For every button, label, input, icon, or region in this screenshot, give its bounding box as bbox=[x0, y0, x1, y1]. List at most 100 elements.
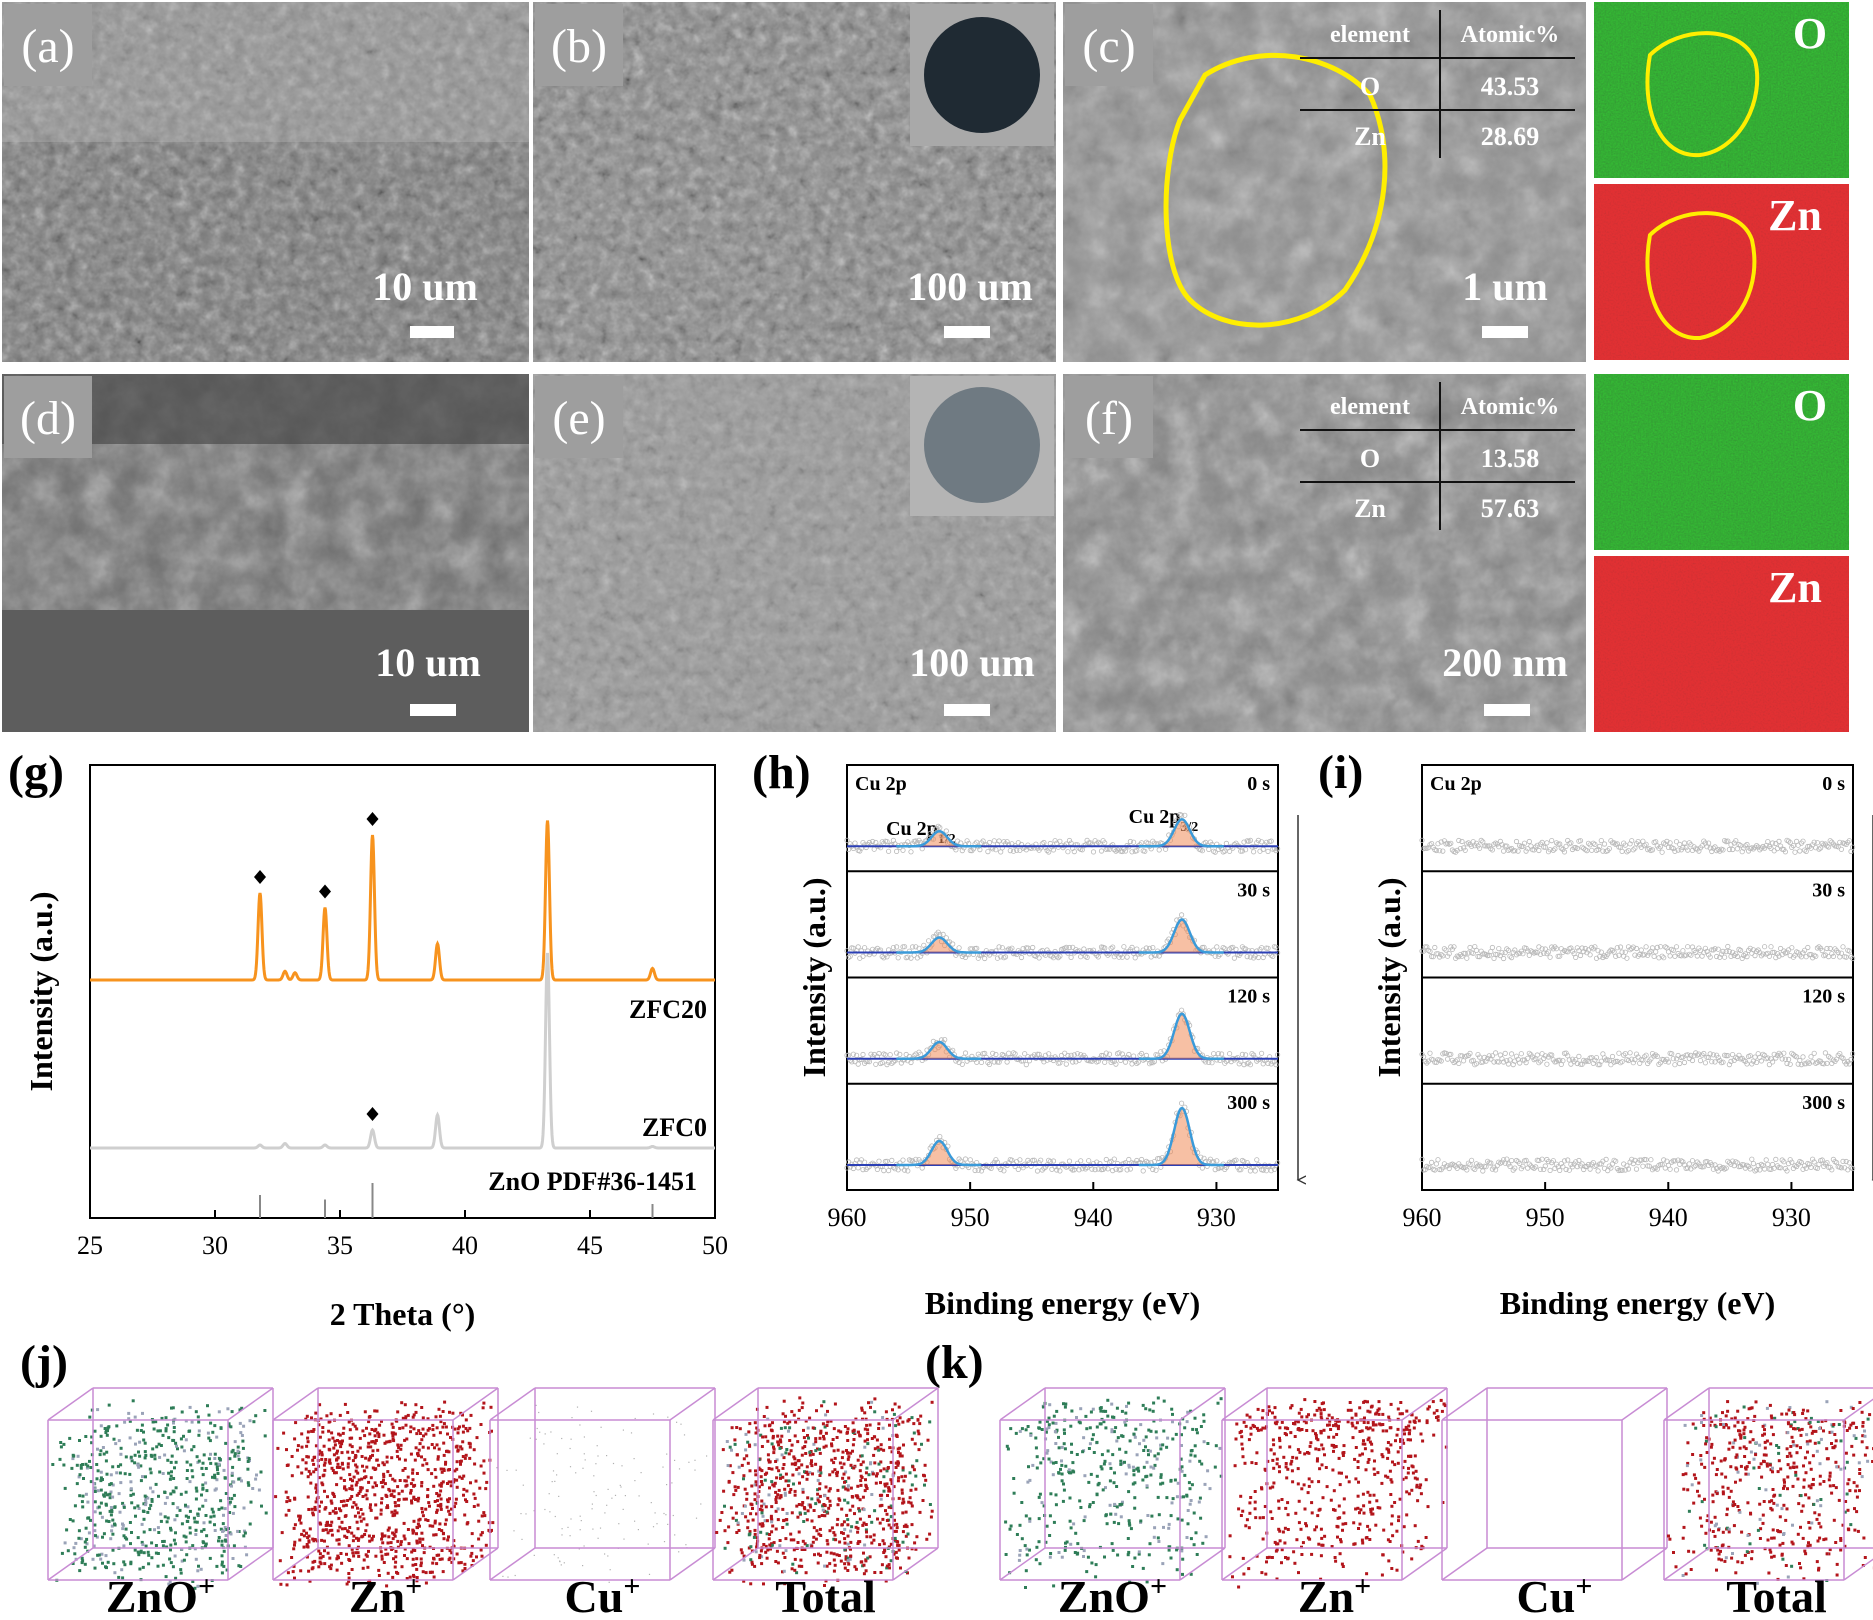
ion-voxel bbox=[774, 1460, 778, 1463]
data-point bbox=[1754, 842, 1760, 849]
ion-voxel bbox=[1026, 1425, 1030, 1428]
ion-voxel bbox=[285, 1500, 289, 1504]
ion-voxel bbox=[252, 1420, 256, 1424]
ion-voxel bbox=[895, 1540, 899, 1543]
ion-voxel bbox=[188, 1526, 192, 1530]
panel-d: (d) 10 um bbox=[2, 374, 529, 732]
ion-voxel bbox=[239, 1431, 243, 1435]
ion-voxel bbox=[158, 1455, 162, 1459]
ion-voxel bbox=[102, 1493, 106, 1497]
ion-voxel bbox=[747, 1430, 751, 1434]
ion-voxel bbox=[215, 1465, 219, 1469]
ion-voxel bbox=[776, 1440, 780, 1444]
data-point bbox=[1574, 1164, 1580, 1170]
data-point bbox=[1539, 946, 1545, 952]
ion-voxel bbox=[421, 1416, 425, 1420]
data-point bbox=[1553, 1059, 1560, 1065]
ion-voxel bbox=[561, 1528, 563, 1530]
ion-voxel bbox=[841, 1485, 845, 1489]
ion-voxel bbox=[371, 1466, 375, 1470]
ion-voxel bbox=[349, 1477, 352, 1481]
data-point bbox=[1646, 950, 1652, 956]
ion-voxel bbox=[104, 1554, 108, 1558]
ion-voxel bbox=[150, 1498, 154, 1501]
ion-voxel bbox=[285, 1464, 289, 1467]
ion-voxel bbox=[395, 1511, 399, 1515]
data-point bbox=[1050, 847, 1057, 853]
ion-voxel bbox=[394, 1530, 398, 1534]
ion-voxel bbox=[317, 1549, 321, 1553]
ion-voxel bbox=[184, 1514, 188, 1518]
ion-voxel bbox=[216, 1468, 219, 1472]
ion-voxel bbox=[426, 1494, 430, 1498]
data-point bbox=[1850, 1165, 1856, 1172]
ion-voxel bbox=[80, 1500, 84, 1504]
data-point bbox=[1576, 1053, 1582, 1060]
ion-voxel bbox=[335, 1451, 339, 1455]
ion-voxel bbox=[1085, 1570, 1089, 1574]
data-point bbox=[1497, 952, 1504, 959]
data-point bbox=[1750, 1161, 1757, 1167]
ion-voxel bbox=[754, 1469, 757, 1473]
ion-voxel bbox=[227, 1422, 231, 1426]
peak-fit bbox=[1138, 818, 1224, 848]
ion-voxel bbox=[411, 1563, 415, 1567]
ion-voxel bbox=[111, 1483, 115, 1487]
data-point bbox=[1523, 1157, 1529, 1164]
ion-voxel bbox=[409, 1491, 413, 1495]
ion-voxel bbox=[805, 1518, 809, 1522]
data-point bbox=[1445, 1056, 1451, 1062]
ion-voxel bbox=[468, 1445, 472, 1449]
data-point bbox=[1119, 954, 1125, 960]
ion-voxel bbox=[417, 1429, 421, 1433]
peak-fill bbox=[896, 1141, 982, 1165]
ion-voxel bbox=[1102, 1409, 1106, 1413]
ion-voxel bbox=[101, 1535, 104, 1539]
ion-voxel bbox=[79, 1463, 83, 1467]
ion-voxel bbox=[185, 1469, 189, 1472]
ion-voxel bbox=[755, 1542, 759, 1546]
ion-voxel bbox=[767, 1537, 771, 1541]
ion-voxel bbox=[151, 1447, 155, 1451]
data-point bbox=[1781, 1159, 1787, 1165]
ion-voxel bbox=[380, 1501, 383, 1505]
ion-voxel bbox=[783, 1493, 787, 1497]
ion-voxel bbox=[194, 1528, 198, 1532]
ion-voxel bbox=[352, 1554, 356, 1558]
ion-voxel bbox=[754, 1480, 758, 1484]
ion-voxel bbox=[204, 1542, 208, 1546]
ion-voxel bbox=[348, 1428, 352, 1432]
ion-voxel bbox=[900, 1475, 904, 1479]
ion-voxel bbox=[802, 1428, 805, 1432]
data-point bbox=[1545, 949, 1552, 955]
data-point bbox=[879, 839, 885, 845]
ion-voxel bbox=[570, 1438, 572, 1440]
ion-voxel bbox=[96, 1553, 100, 1557]
ion-voxel bbox=[180, 1445, 184, 1449]
data-point bbox=[1207, 1156, 1214, 1162]
ion-voxel bbox=[888, 1423, 891, 1427]
ion-voxel bbox=[347, 1544, 351, 1548]
ion-voxel bbox=[238, 1421, 242, 1425]
ion-voxel bbox=[877, 1462, 881, 1466]
ion-voxel bbox=[346, 1462, 350, 1466]
peak-fit bbox=[896, 1139, 982, 1167]
ion-voxel bbox=[1112, 1430, 1116, 1434]
data-point bbox=[1440, 848, 1446, 854]
ion-voxel bbox=[906, 1532, 910, 1536]
data-point bbox=[1720, 1059, 1726, 1065]
data-point bbox=[1464, 955, 1470, 961]
ion-voxel bbox=[105, 1493, 109, 1497]
ion-voxel bbox=[392, 1489, 395, 1493]
data-point bbox=[1153, 1167, 1159, 1173]
ion-voxel bbox=[1063, 1405, 1067, 1409]
data-point bbox=[1595, 846, 1601, 853]
data-point bbox=[1798, 1159, 1805, 1166]
ion-voxel bbox=[885, 1519, 889, 1522]
ion-voxel bbox=[290, 1556, 294, 1559]
ion-voxel bbox=[397, 1498, 400, 1502]
ion-voxel bbox=[60, 1551, 64, 1555]
ion-voxel bbox=[898, 1446, 902, 1450]
ion-voxel bbox=[846, 1457, 850, 1461]
data-point bbox=[1688, 1052, 1694, 1059]
